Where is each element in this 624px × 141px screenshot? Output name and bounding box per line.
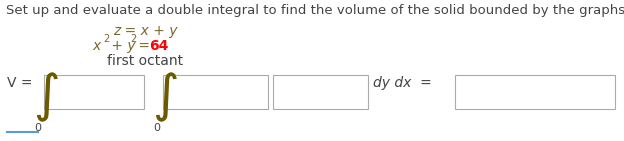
- Bar: [44, 75, 144, 109]
- Text: 0: 0: [34, 123, 42, 133]
- Bar: [163, 75, 268, 109]
- Text: Set up and evaluate a double integral to find the volume of the solid bounded by: Set up and evaluate a double integral to…: [6, 4, 624, 17]
- Text: x: x: [92, 39, 100, 53]
- Text: + y: + y: [107, 39, 136, 53]
- Text: $\int$: $\int$: [33, 71, 59, 125]
- Text: dy dx  =: dy dx =: [373, 76, 432, 90]
- Text: 2: 2: [104, 34, 110, 44]
- Bar: [455, 75, 615, 109]
- Text: 2: 2: [130, 34, 136, 44]
- Text: $\int$: $\int$: [152, 71, 178, 125]
- Text: first octant: first octant: [107, 54, 183, 68]
- Text: 0: 0: [154, 123, 160, 133]
- Text: =: =: [134, 39, 154, 53]
- Text: 64: 64: [150, 39, 169, 53]
- Bar: [273, 75, 368, 109]
- Text: V =: V =: [7, 76, 32, 90]
- Text: z = x + y: z = x + y: [113, 24, 177, 38]
